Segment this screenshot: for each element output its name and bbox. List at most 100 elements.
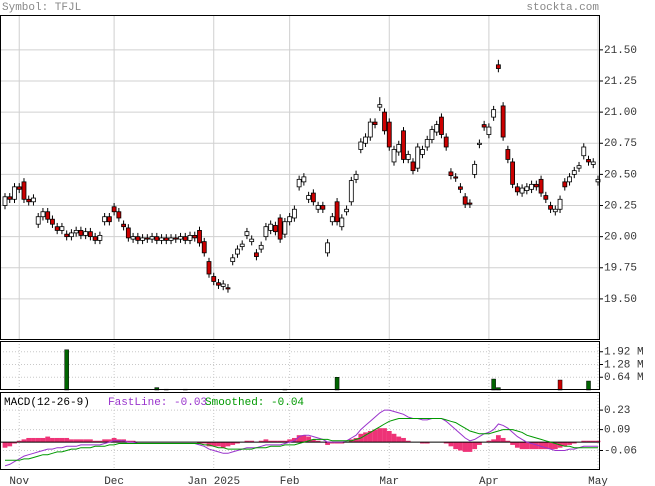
- candle-body: [434, 124, 440, 133]
- y-tick-label: 0.64 M: [604, 372, 644, 384]
- candle-body: [377, 104, 383, 108]
- candle-body: [325, 242, 330, 254]
- macd-histogram-bar: [453, 442, 459, 450]
- candle-body: [491, 109, 497, 118]
- candle-body: [505, 149, 511, 160]
- volume-bar: [334, 377, 340, 391]
- legend-entry: FastLine: -0.03: [108, 397, 207, 409]
- candle-body: [168, 237, 174, 241]
- candle-body: [216, 282, 221, 286]
- macd-histogram-bar: [567, 442, 572, 445]
- candle-body: [244, 231, 250, 236]
- y-tick-label: 21.25: [604, 76, 637, 88]
- candle-body: [386, 121, 392, 148]
- macd-histogram-bar: [97, 440, 103, 443]
- candle-body: [230, 257, 236, 262]
- macd-histogram-bar: [363, 432, 368, 443]
- candle-body: [334, 201, 340, 223]
- candle-body: [320, 205, 326, 210]
- macd-histogram-bar: [31, 437, 36, 443]
- candle-body: [315, 205, 321, 210]
- candle-body: [481, 124, 487, 128]
- macd-histogram-bar: [477, 442, 482, 445]
- macd-histogram-bar: [87, 439, 93, 443]
- candle-body: [282, 221, 288, 235]
- macd-histogram-bar: [230, 442, 236, 445]
- macd-histogram-bar: [586, 440, 591, 443]
- candle-body: [2, 196, 8, 206]
- candle-body: [163, 237, 169, 241]
- macd-histogram-bar: [287, 439, 293, 443]
- volume-bar: [557, 379, 563, 391]
- macd-histogram-bar: [291, 437, 297, 443]
- macd-histogram-bar: [315, 440, 321, 443]
- candle-body: [519, 187, 525, 194]
- macd-histogram-bar: [325, 442, 330, 445]
- candle-body: [533, 183, 539, 188]
- candle-body: [182, 236, 188, 241]
- y-tick-label: 20.75: [604, 138, 637, 150]
- candle-body: [178, 236, 183, 240]
- candle-body: [439, 116, 444, 135]
- macd-histogram-bar: [372, 429, 378, 443]
- x-tick-label: May: [588, 476, 608, 486]
- candle-body: [420, 149, 425, 155]
- panel-border: [0, 392, 600, 470]
- candle-body: [59, 226, 65, 231]
- candle-body: [258, 244, 264, 250]
- macd-histogram-bar: [377, 428, 383, 443]
- volume-bar: [64, 349, 69, 391]
- panel-background: [0, 15, 600, 340]
- macd-histogram-bar: [73, 439, 79, 443]
- candle-body: [197, 230, 202, 244]
- macd-histogram-bar: [495, 435, 501, 443]
- candle-body: [344, 208, 349, 213]
- macd-histogram-bar: [92, 440, 98, 443]
- candle-body: [249, 238, 255, 243]
- macd-histogram-bar: [35, 437, 41, 443]
- site-label: stockta.com: [526, 2, 599, 14]
- macd-histogram-bar: [263, 439, 269, 443]
- x-tick-label: Feb: [280, 476, 300, 486]
- macd-histogram-bar: [106, 439, 112, 443]
- candle-body: [310, 192, 316, 203]
- candle-body: [130, 236, 136, 240]
- macd-histogram-bar: [45, 436, 51, 443]
- candle-body: [363, 136, 368, 144]
- candle-body: [277, 217, 283, 240]
- macd-histogram-bar: [296, 435, 302, 443]
- macd-line: [4, 409, 598, 467]
- candle-body: [458, 186, 463, 190]
- macd-histogram-bar: [50, 437, 55, 443]
- macd-line: [5, 418, 598, 461]
- macd-histogram-bar: [249, 440, 255, 443]
- candle-body: [443, 136, 449, 148]
- macd-histogram-bar: [59, 437, 65, 443]
- candle-body: [538, 178, 544, 194]
- candle-body: [40, 211, 46, 218]
- macd-histogram-bar: [78, 439, 84, 443]
- candle-body: [102, 216, 108, 223]
- macd-histogram-bar: [491, 439, 497, 443]
- macd-histogram-bar: [26, 437, 32, 443]
- candle-body: [590, 161, 596, 165]
- macd-histogram-bar: [524, 442, 530, 450]
- candle-body: [401, 130, 406, 160]
- macd-histogram-bar: [69, 439, 74, 443]
- candle-body: [154, 236, 160, 241]
- candle-body: [111, 206, 117, 213]
- candle-body: [353, 173, 359, 180]
- x-tick-label: Mar: [379, 476, 399, 486]
- candle-body: [254, 252, 259, 257]
- candle-body: [348, 180, 354, 203]
- macd-histogram-bar: [353, 437, 359, 443]
- macd-histogram-bar: [462, 442, 468, 452]
- candle-body: [462, 196, 468, 205]
- candle-body: [557, 198, 563, 210]
- candle-body: [339, 217, 345, 228]
- candle-body: [543, 195, 549, 200]
- macd-histogram-bar: [244, 440, 250, 443]
- macd-histogram-bar: [538, 442, 544, 450]
- macd-histogram-bar: [382, 428, 387, 443]
- candle-body: [510, 161, 516, 185]
